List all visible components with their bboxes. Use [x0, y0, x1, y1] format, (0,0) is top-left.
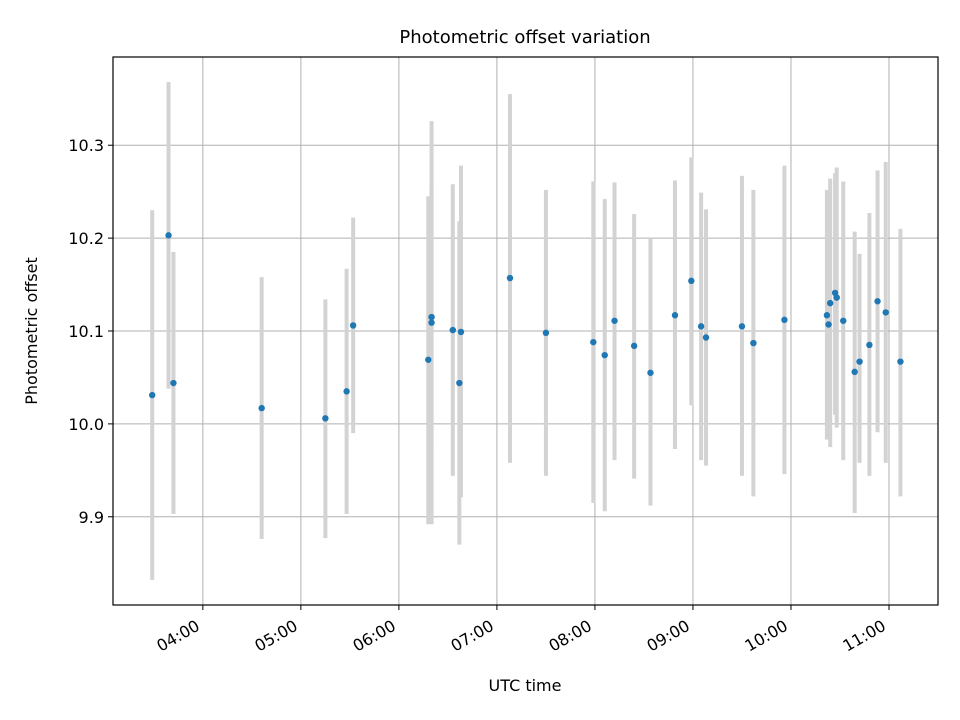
data-point: [826, 299, 834, 307]
chart-title: Photometric offset variation: [399, 27, 650, 48]
y-tick-label: 10.1: [68, 322, 104, 341]
y-tick-label: 10.3: [68, 136, 104, 155]
data-point: [349, 322, 357, 329]
data-point: [833, 294, 840, 301]
data-point: [856, 358, 863, 365]
y-tick-label: 10.2: [68, 229, 104, 248]
data-point: [851, 368, 858, 376]
data-point: [823, 312, 831, 319]
x-axis-label: UTC time: [489, 676, 562, 695]
y-tick-label: 9.9: [79, 508, 104, 527]
data-point: [590, 338, 597, 346]
data-points: [149, 232, 904, 422]
data-point: [688, 277, 695, 285]
data-point: [322, 415, 329, 422]
data-point: [601, 351, 608, 359]
data-point: [738, 323, 746, 330]
data-point: [449, 326, 457, 334]
data-point: [882, 309, 889, 316]
data-point: [647, 369, 654, 376]
data-point: [542, 329, 550, 337]
data-point: [874, 298, 881, 305]
data-point: [671, 312, 679, 319]
data-point: [781, 316, 788, 324]
data-point: [750, 339, 757, 347]
data-point: [456, 379, 463, 387]
data-point: [457, 328, 465, 336]
data-point: [149, 391, 156, 399]
data-point: [170, 379, 177, 387]
data-point: [697, 323, 705, 330]
data-point: [702, 334, 710, 341]
data-point: [630, 342, 638, 350]
data-point: [343, 388, 350, 395]
data-point: [611, 317, 618, 324]
data-point: [428, 313, 435, 321]
data-point: [866, 341, 873, 349]
data-point: [897, 358, 904, 365]
data-point: [825, 321, 832, 328]
data-point: [506, 274, 514, 282]
data-point: [840, 317, 847, 324]
data-point: [258, 404, 265, 412]
data-point: [425, 356, 432, 363]
y-tick-label: 10.0: [68, 415, 104, 434]
data-point: [428, 319, 435, 326]
data-point: [165, 232, 172, 239]
y-axis-label: Photometric offset: [22, 257, 41, 405]
